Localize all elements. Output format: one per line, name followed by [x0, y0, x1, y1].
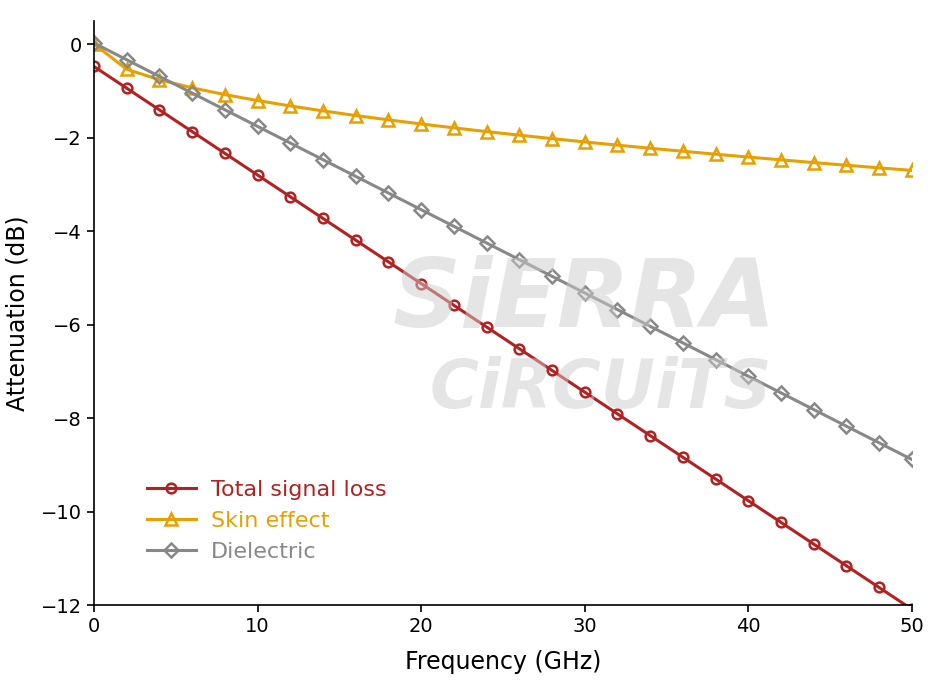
Dielectric: [710, 356, 721, 364]
Total signal loss: [645, 431, 656, 440]
Total signal loss: [808, 540, 820, 548]
Line: Total signal loss: Total signal loss: [89, 62, 916, 614]
Total signal loss: [513, 345, 525, 353]
Dielectric: [186, 89, 197, 97]
Legend: Total signal loss, Skin effect, Dielectric: Total signal loss, Skin effect, Dielectr…: [138, 471, 396, 571]
Total signal loss: [906, 605, 917, 613]
Dielectric: [448, 222, 460, 230]
Skin effect: [546, 134, 557, 142]
Dielectric: [350, 172, 361, 180]
Total signal loss: [743, 497, 754, 505]
Total signal loss: [383, 258, 394, 266]
Dielectric: [154, 72, 165, 80]
Total signal loss: [350, 236, 361, 244]
Dielectric: [840, 422, 852, 430]
Line: Dielectric: Dielectric: [89, 39, 916, 464]
Total signal loss: [88, 63, 100, 71]
Dielectric: [513, 255, 525, 264]
Total signal loss: [710, 475, 721, 483]
Dielectric: [285, 139, 296, 147]
Dielectric: [88, 39, 100, 47]
Line: Skin effect: Skin effect: [87, 38, 918, 177]
Dielectric: [318, 155, 329, 164]
Total signal loss: [481, 323, 493, 331]
Total signal loss: [612, 409, 623, 418]
Skin effect: [645, 144, 656, 152]
Dielectric: [383, 189, 394, 197]
Skin effect: [448, 124, 460, 132]
Total signal loss: [121, 84, 133, 92]
Skin effect: [219, 90, 230, 98]
Skin effect: [808, 158, 820, 166]
Skin effect: [612, 141, 623, 149]
X-axis label: Frequency (GHz): Frequency (GHz): [405, 650, 601, 674]
Text: CiRCUiTS: CiRCUiTS: [430, 356, 773, 422]
Dielectric: [252, 122, 263, 131]
Skin effect: [186, 84, 197, 92]
Dielectric: [219, 105, 230, 114]
Skin effect: [121, 65, 133, 74]
Skin effect: [350, 111, 361, 120]
Total signal loss: [219, 149, 230, 158]
Skin effect: [285, 102, 296, 110]
Total signal loss: [154, 106, 165, 114]
Dielectric: [776, 389, 787, 397]
Total signal loss: [448, 301, 460, 310]
Skin effect: [579, 138, 590, 146]
Skin effect: [318, 107, 329, 115]
Skin effect: [513, 131, 525, 139]
Dielectric: [612, 305, 623, 314]
Dielectric: [415, 206, 427, 214]
Total signal loss: [677, 453, 688, 462]
Skin effect: [481, 127, 493, 136]
Dielectric: [873, 439, 885, 447]
Skin effect: [710, 150, 721, 158]
Total signal loss: [186, 127, 197, 136]
Dielectric: [546, 272, 557, 281]
Dielectric: [579, 289, 590, 297]
Dielectric: [677, 338, 688, 347]
Skin effect: [88, 40, 100, 48]
Y-axis label: Attenuation (dB): Attenuation (dB): [6, 215, 30, 411]
Skin effect: [906, 166, 917, 175]
Skin effect: [677, 147, 688, 155]
Dielectric: [645, 322, 656, 330]
Dielectric: [808, 405, 820, 413]
Text: SiERRA: SiERRA: [393, 255, 776, 347]
Total signal loss: [776, 518, 787, 526]
Total signal loss: [840, 561, 852, 570]
Total signal loss: [252, 171, 263, 179]
Skin effect: [252, 96, 263, 105]
Skin effect: [873, 164, 885, 172]
Skin effect: [154, 76, 165, 84]
Dielectric: [481, 239, 493, 247]
Dielectric: [743, 372, 754, 380]
Skin effect: [383, 116, 394, 124]
Skin effect: [743, 153, 754, 161]
Skin effect: [415, 120, 427, 128]
Total signal loss: [415, 279, 427, 288]
Total signal loss: [546, 366, 557, 374]
Total signal loss: [579, 388, 590, 396]
Skin effect: [776, 155, 787, 164]
Total signal loss: [285, 193, 296, 201]
Dielectric: [906, 455, 917, 464]
Dielectric: [121, 56, 133, 64]
Total signal loss: [873, 583, 885, 592]
Skin effect: [840, 161, 852, 169]
Total signal loss: [318, 215, 329, 223]
